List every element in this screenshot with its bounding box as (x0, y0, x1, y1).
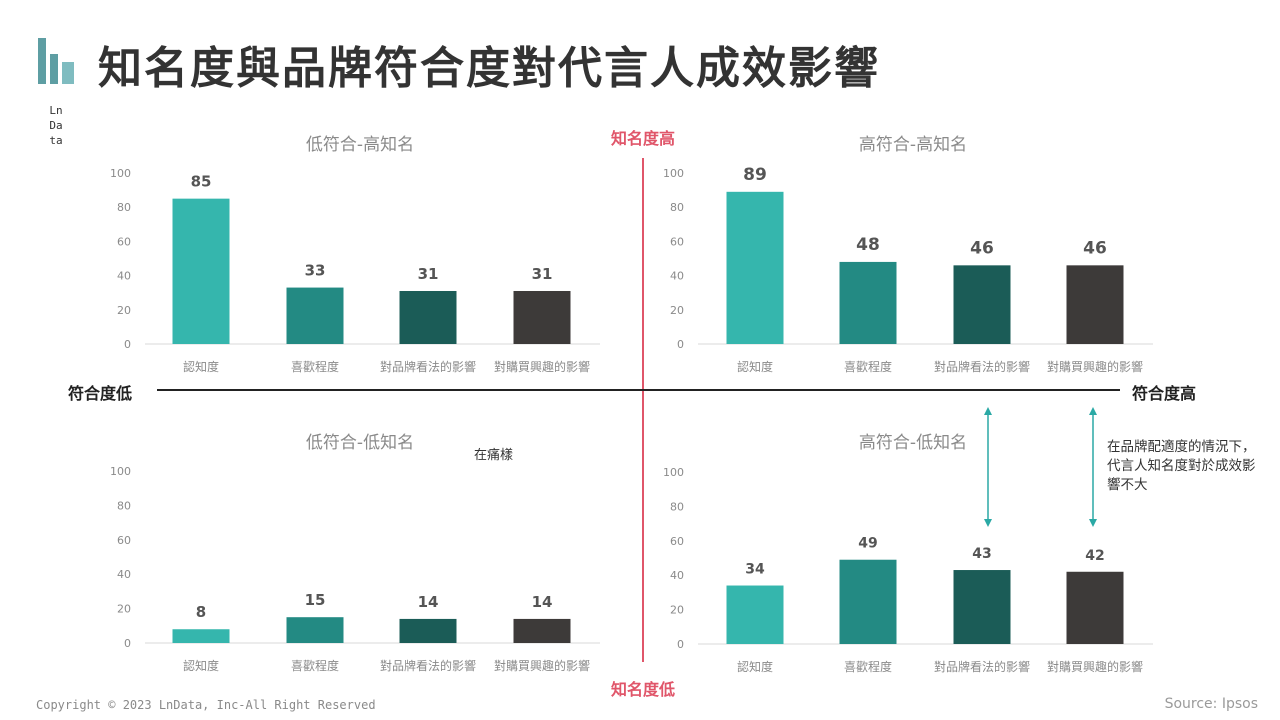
chart-title-low-fit-high-awareness: 低符合-高知名 (305, 135, 415, 155)
data-label: 31 (532, 265, 553, 283)
y-tick-label: 40 (670, 270, 684, 283)
bar (1066, 571, 1124, 644)
chart-title-high-fit-high-awareness: 高符合-高知名 (858, 135, 968, 155)
bar (513, 618, 571, 643)
y-tick-label: 20 (117, 603, 131, 616)
data-label: 33 (305, 262, 326, 280)
bar (953, 265, 1011, 344)
y-tick-label: 40 (117, 270, 131, 283)
y-tick-label: 100 (663, 167, 684, 180)
copyright-text: Copyright © 2023 LnData, Inc-All Right R… (36, 698, 376, 712)
y-tick-label: 60 (117, 534, 131, 547)
data-label: 46 (970, 238, 994, 258)
y-tick-label: 100 (110, 465, 131, 478)
data-label: 49 (858, 536, 877, 552)
arrow-head-up (1089, 407, 1097, 415)
y-tick-label: 100 (110, 167, 131, 180)
data-label: 31 (418, 265, 439, 283)
y-tick-label: 80 (670, 500, 684, 513)
source-text: Source: Ipsos (1164, 696, 1258, 712)
bar (286, 617, 344, 643)
data-label: 89 (743, 165, 767, 185)
bar (839, 559, 897, 644)
bar (726, 585, 784, 644)
category-label: 認知度 (183, 658, 219, 673)
brand-vertical-text: LnData (49, 104, 63, 147)
category-label: 對品牌看法的影響 (380, 359, 476, 374)
y-tick-label: 0 (677, 338, 684, 351)
data-label: 46 (1083, 238, 1107, 258)
data-label: 15 (305, 591, 326, 609)
category-label: 喜歡程度 (291, 658, 339, 673)
y-tick-label: 40 (117, 568, 131, 581)
category-label: 對品牌看法的影響 (380, 658, 476, 673)
y-tick-label: 20 (670, 604, 684, 617)
data-label: 8 (196, 603, 206, 621)
bar (399, 290, 457, 344)
axis-label-fit-high: 符合度高 (1132, 384, 1197, 403)
category-label: 對購買興趣的影響 (1047, 359, 1143, 374)
logo-icon (38, 38, 74, 84)
arrow-head-up (984, 407, 992, 415)
side-note: 在品牌配適度的情況下，代言人知名度對於成效影響不大 (1107, 439, 1256, 493)
category-label: 對購買興趣的影響 (1047, 659, 1143, 674)
arrow-head-down (1089, 519, 1097, 527)
bar (172, 198, 230, 344)
y-tick-label: 60 (117, 235, 131, 248)
y-tick-label: 80 (117, 201, 131, 214)
axis-label-awareness-high: 知名度高 (610, 129, 676, 148)
category-label: 對品牌看法的影響 (934, 359, 1030, 374)
y-tick-label: 80 (117, 499, 131, 512)
annotation-note: 在痛樣 (474, 448, 514, 463)
chart-title-low-fit-low-awareness: 低符合-低知名 (305, 433, 415, 453)
bar (172, 629, 230, 643)
y-tick-label: 0 (124, 338, 131, 351)
y-tick-label: 0 (677, 638, 684, 651)
y-tick-label: 80 (670, 201, 684, 214)
y-tick-label: 20 (117, 304, 131, 317)
data-label: 14 (532, 593, 553, 611)
bar (726, 191, 784, 344)
data-label: 43 (972, 546, 991, 562)
category-label: 認知度 (737, 359, 773, 374)
axis-label-fit-low: 符合度低 (68, 384, 133, 403)
bar (399, 618, 457, 643)
bar (953, 570, 1011, 644)
data-label: 85 (191, 173, 212, 191)
bar (286, 287, 344, 344)
category-label: 喜歡程度 (844, 359, 892, 374)
data-label: 42 (1085, 548, 1104, 564)
category-label: 喜歡程度 (291, 359, 339, 374)
y-tick-label: 100 (663, 466, 684, 479)
y-tick-label: 60 (670, 535, 684, 548)
axis-label-awareness-low: 知名度低 (610, 680, 676, 699)
y-tick-label: 0 (124, 637, 131, 650)
bar (1066, 265, 1124, 344)
y-tick-label: 20 (670, 304, 684, 317)
data-label: 34 (745, 562, 765, 578)
arrow-head-down (984, 519, 992, 527)
category-label: 對購買興趣的影響 (494, 658, 590, 673)
data-label: 14 (418, 593, 439, 611)
category-label: 喜歡程度 (844, 659, 892, 674)
page-title: 知名度與品牌符合度對代言人成效影響 (98, 43, 880, 94)
y-tick-label: 60 (670, 235, 684, 248)
category-label: 對品牌看法的影響 (934, 659, 1030, 674)
y-tick-label: 40 (670, 569, 684, 582)
data-label: 48 (856, 235, 880, 255)
bar (513, 290, 571, 344)
chart-title-high-fit-low-awareness: 高符合-低知名 (858, 433, 968, 453)
category-label: 對購買興趣的影響 (494, 359, 590, 374)
category-label: 認知度 (737, 659, 773, 674)
bar (839, 261, 897, 344)
category-label: 認知度 (183, 359, 219, 374)
